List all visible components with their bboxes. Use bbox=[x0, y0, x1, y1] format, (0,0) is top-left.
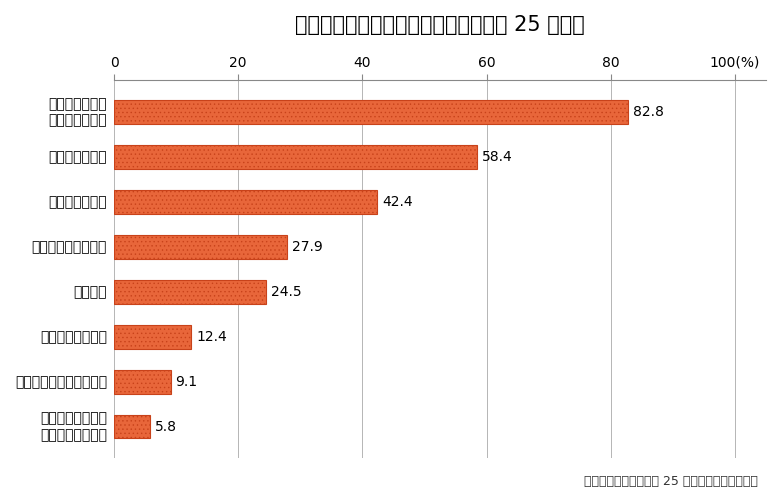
Text: 82.8: 82.8 bbox=[633, 105, 664, 119]
Bar bbox=[114, 325, 191, 349]
Bar bbox=[114, 280, 266, 304]
Text: 58.4: 58.4 bbox=[482, 150, 512, 164]
Bar bbox=[114, 415, 150, 438]
Title: インターネット利用端末の種類（平成 25 年末）: インターネット利用端末の種類（平成 25 年末） bbox=[295, 15, 585, 35]
Text: 42.4: 42.4 bbox=[382, 195, 413, 209]
Text: 12.4: 12.4 bbox=[196, 330, 226, 344]
Bar bbox=[114, 190, 377, 213]
Bar bbox=[114, 100, 628, 124]
Bar bbox=[114, 145, 476, 169]
Text: （出典）総務省「平成 25 年通信利用動向調査」: （出典）総務省「平成 25 年通信利用動向調査」 bbox=[583, 475, 758, 488]
Text: 24.5: 24.5 bbox=[271, 285, 301, 299]
Bar bbox=[114, 235, 287, 258]
Text: 5.8: 5.8 bbox=[155, 420, 177, 434]
Text: 9.1: 9.1 bbox=[176, 375, 198, 389]
Bar bbox=[114, 370, 170, 393]
Text: 27.9: 27.9 bbox=[292, 240, 323, 254]
